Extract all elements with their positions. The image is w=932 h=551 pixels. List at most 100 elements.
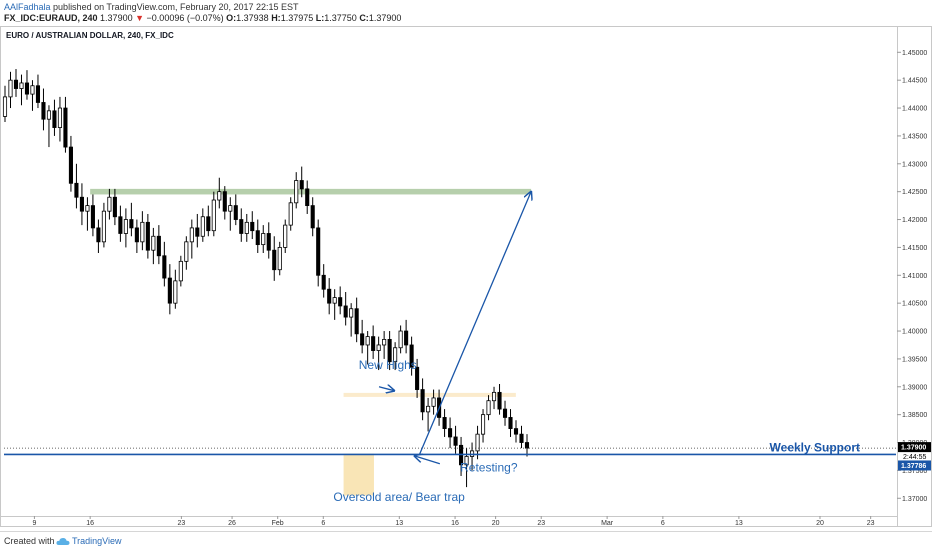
candle-body (63, 107, 68, 148)
candle (206, 205, 211, 237)
candle-body (41, 102, 46, 120)
candle-body (140, 221, 145, 243)
candle-body (19, 82, 24, 89)
author-link[interactable]: AAlFadhala (4, 2, 51, 12)
candle-body (305, 188, 310, 207)
candle (134, 219, 139, 253)
candle-body (376, 344, 381, 351)
time-tick-label: 6 (321, 520, 325, 527)
candle (349, 303, 354, 337)
candle-body (442, 417, 447, 429)
price-chart[interactable]: 1.45000 1.44500 1.44000 1.43500 1.43000 1.425… (0, 26, 932, 531)
candle (41, 88, 46, 131)
candle (321, 264, 326, 298)
candle (239, 208, 244, 242)
price-tick-label: 1.44500 (902, 78, 927, 85)
high-value: 1.37975 (280, 13, 314, 23)
close-value: 1.37900 (368, 13, 402, 23)
high-label: H: (271, 13, 281, 23)
candle-body (261, 233, 266, 246)
candle-body (68, 146, 73, 184)
candle-body (30, 85, 35, 95)
candle (173, 269, 178, 309)
time-tick-label: Mar (601, 520, 614, 527)
chart-header: AAlFadhala published on TradingView.com,… (0, 0, 932, 26)
price-tick-label: 1.41000 (902, 273, 927, 280)
candle (404, 319, 409, 354)
time-tick-label: 20 (492, 520, 500, 527)
candle (211, 191, 216, 237)
candle (255, 219, 260, 253)
cloud-icon (56, 538, 70, 545)
candle-body (524, 442, 530, 449)
price-tick-label: 1.37000 (902, 496, 927, 503)
candle-body (2, 96, 8, 117)
candle (354, 297, 359, 343)
candle (508, 409, 513, 437)
candle (365, 331, 370, 365)
triangle-down-icon: ▼ (135, 13, 145, 23)
candle-body (244, 221, 249, 234)
candle (118, 205, 123, 242)
candle (338, 286, 343, 315)
candle (250, 211, 255, 240)
candle-body (46, 110, 52, 120)
candle-body (343, 305, 348, 318)
candle-body (250, 221, 255, 232)
lines-layer (4, 447, 896, 456)
symbol-name: FX_IDC:EURAUD, 240 (4, 13, 98, 23)
tradingview-brand-link[interactable]: TradingView (72, 536, 122, 546)
candle (222, 186, 227, 220)
price-tick-label: 1.40000 (902, 329, 927, 336)
candle-body (79, 196, 84, 212)
candle (371, 325, 376, 359)
candle-body (162, 255, 167, 279)
last-price-badge-label: 1.37900 (901, 445, 926, 452)
candle (332, 289, 337, 320)
price-tick-label: 1.41500 (902, 245, 927, 252)
candle-body (310, 205, 315, 229)
annotations-layer: Weekly Support New Highs Retesting? Oversol… (333, 192, 860, 504)
price-tick-label: 1.45000 (902, 50, 927, 57)
candle (513, 420, 519, 443)
candle (453, 425, 458, 454)
candle (200, 208, 205, 242)
price-tick-label: 1.37500 (902, 468, 927, 475)
candle (327, 278, 332, 315)
candle (502, 400, 508, 426)
candle-body (233, 205, 238, 220)
candle-body (497, 391, 502, 410)
candle (123, 208, 128, 248)
candle (52, 99, 57, 136)
resistance-zone (90, 188, 532, 195)
candle-body (57, 107, 62, 128)
price-axis[interactable]: 1.45000 1.44500 1.44000 1.43500 1.43000 1.425… (897, 50, 931, 503)
candle-body (211, 199, 216, 232)
candle-body (107, 196, 112, 212)
candle (261, 225, 266, 253)
candle-body (123, 219, 128, 234)
candle-body (8, 79, 13, 98)
candle-body (371, 336, 376, 351)
candle-body (404, 330, 409, 346)
candle (30, 80, 35, 111)
annotation-text: Retesting? (460, 461, 518, 475)
candle (420, 378, 425, 421)
candle-body (35, 85, 41, 103)
candle (8, 71, 13, 109)
candle (85, 197, 90, 231)
time-tick-label: 23 (867, 520, 875, 527)
candle-body (173, 280, 178, 304)
candle (2, 85, 8, 122)
support-price-badge-label: 1.37786 (901, 463, 926, 470)
candle-body (266, 233, 271, 251)
zones-layer (90, 188, 532, 496)
candle-body (475, 433, 480, 452)
candle (189, 219, 194, 259)
time-tick-label: 16 (451, 520, 459, 527)
candle (299, 166, 304, 198)
candle-body (134, 227, 139, 243)
candle-body (178, 260, 183, 282)
time-axis[interactable]: 9 16 23 26 Feb 6 13 16 20 23 Mar 6 13 20 23 (32, 516, 875, 527)
candle-body (118, 216, 123, 234)
